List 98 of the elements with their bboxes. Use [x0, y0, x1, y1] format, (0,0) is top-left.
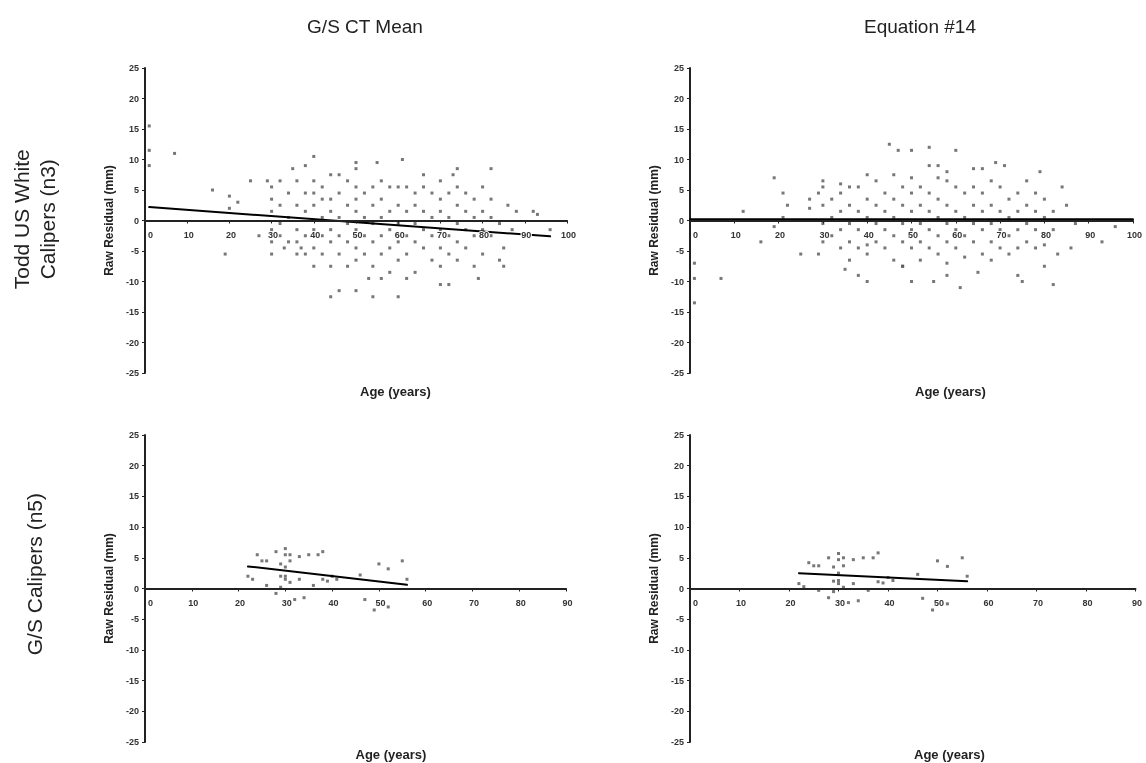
y-tick-label: 0: [133, 583, 139, 594]
y-tick-label: -25: [670, 737, 684, 747]
x-tick-label: 30: [819, 230, 830, 240]
x-axis-title: Age (years): [355, 747, 427, 762]
x-tick-label: 0: [693, 598, 699, 608]
x-tick-label: 60: [952, 230, 963, 240]
y-tick-label: 10: [673, 522, 684, 533]
x-tick-label: 30: [281, 598, 292, 608]
text: G/S Calipers (n5): [21, 491, 47, 657]
y-tick-label: -20: [125, 706, 139, 717]
y-tick-label: 5: [133, 552, 139, 563]
chart-title: Equation #14: [864, 16, 977, 37]
x-tick-label: 70: [468, 598, 479, 608]
y-tick-label: -20: [125, 337, 139, 348]
y-tick-label: 10: [128, 154, 139, 165]
y-tick-label: 25: [673, 430, 684, 440]
text: Todd US White Calipers (n3): [8, 147, 60, 291]
y-tick-label: 5: [133, 185, 139, 195]
y-tick-label: 10: [128, 522, 139, 533]
y-tick-label: -15: [670, 675, 684, 686]
x-tick-label: 40: [328, 598, 339, 608]
y-tick-label: 5: [678, 552, 684, 563]
x-tick-label: 0: [148, 230, 154, 240]
y-tick-label: -25: [125, 737, 139, 747]
y-tick-label: -15: [670, 307, 684, 317]
x-tick-label: 90: [562, 598, 573, 608]
y-tick-label: -20: [670, 706, 684, 717]
x-tick-label: 80: [479, 230, 490, 240]
y-tick-label: -15: [125, 307, 139, 317]
chart-title: G/S CT Mean: [307, 16, 423, 37]
x-tick-label: 70: [1032, 598, 1043, 608]
y-tick-label: 20: [673, 93, 684, 104]
x-tick-label: 50: [933, 598, 944, 608]
x-tick-label: 10: [735, 598, 747, 608]
x-tick-label: 50: [907, 230, 918, 240]
x-tick-label: 10: [183, 230, 194, 240]
x-tick-label: 80: [1082, 598, 1093, 608]
y-axis-title: Raw Residual (mm): [647, 533, 662, 644]
y-tick-label: -10: [125, 644, 139, 655]
y-tick-label: 20: [128, 460, 139, 471]
x-tick-label: 70: [996, 230, 1007, 240]
x-tick-label: 40: [884, 598, 895, 608]
y-tick-label: -5: [675, 614, 684, 625]
x-tick-label: 20: [775, 230, 786, 240]
x-tick-label: 70: [436, 230, 447, 240]
y-tick-label: -25: [125, 368, 139, 378]
x-tick-label: 40: [310, 230, 321, 240]
x-tick-label: 20: [225, 230, 236, 240]
x-tick-label: 0: [693, 230, 699, 240]
y-tick-label: -10: [670, 276, 684, 287]
y-tick-label: 0: [678, 583, 684, 594]
y-tick-label: 20: [128, 93, 139, 104]
y-tick-label: 20: [673, 460, 684, 471]
x-axis-title: Age (years): [360, 384, 431, 399]
x-axis-title: Age (years): [915, 384, 986, 399]
x-tick-label: 10: [188, 598, 199, 608]
y-tick-label: -25: [670, 368, 684, 378]
y-tick-label: 25: [128, 63, 139, 73]
x-tick-label: 20: [785, 598, 796, 608]
y-tick-label: 15: [128, 491, 139, 502]
y-tick-label: 25: [128, 430, 139, 440]
y-tick-label: -20: [670, 337, 684, 348]
y-tick-label: 15: [673, 491, 684, 502]
y-tick-label: -5: [130, 614, 139, 625]
x-tick-label: 50: [375, 598, 386, 608]
x-tick-label: 60: [422, 598, 433, 608]
x-tick-label: 60: [983, 598, 994, 608]
y-tick-label: 5: [678, 185, 684, 195]
y-tick-label: 0: [678, 215, 684, 226]
x-tick-label: 80: [515, 598, 526, 608]
x-tick-label: 100: [560, 230, 577, 240]
x-tick-label: 100: [1126, 230, 1143, 240]
y-tick-label: 15: [128, 124, 139, 134]
x-tick-label: 90: [1085, 230, 1096, 240]
y-axis-title: Raw Residual (mm): [647, 165, 662, 276]
x-axis-title: Age (years): [914, 747, 985, 762]
y-axis-title: Raw Residual (mm): [102, 165, 117, 276]
y-axis-title: Raw Residual (mm): [102, 533, 117, 644]
y-tick-label: 25: [673, 63, 684, 73]
x-tick-label: 0: [148, 598, 154, 608]
y-tick-label: 0: [133, 215, 139, 226]
x-tick-label: 60: [394, 230, 405, 240]
x-tick-label: 40: [863, 230, 874, 240]
x-tick-label: 80: [1040, 230, 1051, 240]
y-tick-label: 15: [673, 124, 684, 134]
x-tick-label: 50: [352, 230, 363, 240]
y-tick-label: -5: [675, 246, 684, 256]
x-tick-label: 30: [834, 598, 846, 608]
x-tick-label: 10: [730, 230, 741, 240]
y-tick-label: -15: [125, 675, 139, 686]
y-tick-label: -10: [670, 644, 684, 655]
x-tick-label: 90: [1131, 598, 1142, 608]
x-tick-label: 90: [521, 230, 532, 240]
y-tick-label: 10: [673, 154, 684, 165]
x-tick-label: 30: [268, 230, 279, 240]
y-tick-label: -10: [125, 276, 139, 287]
y-tick-label: -5: [130, 246, 139, 256]
x-tick-label: 20: [235, 598, 246, 608]
